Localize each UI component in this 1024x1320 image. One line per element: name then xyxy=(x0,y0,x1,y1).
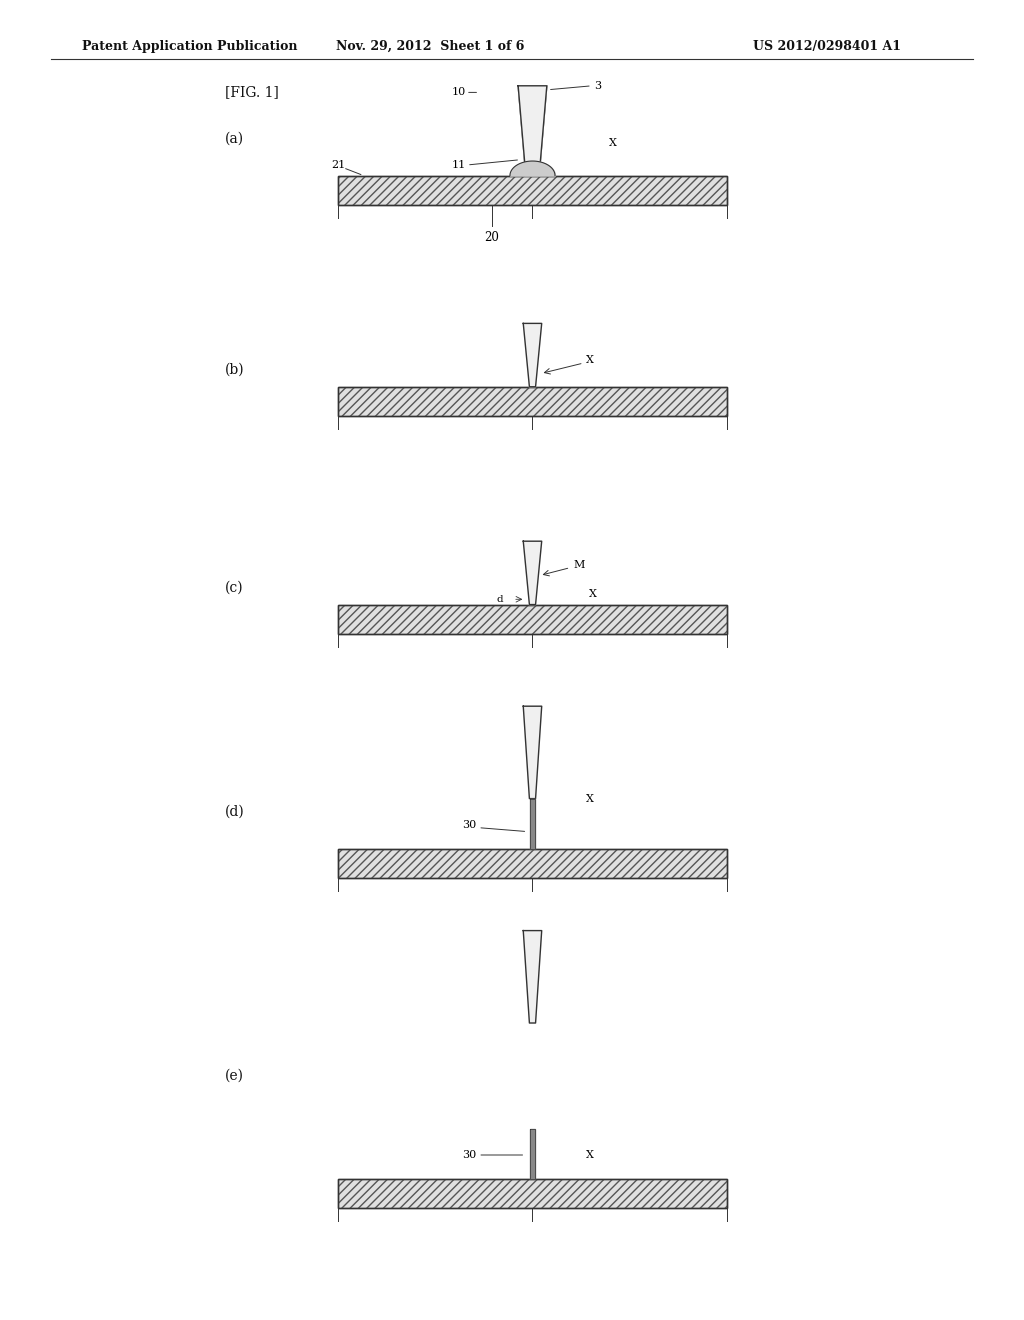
Text: Nov. 29, 2012  Sheet 1 of 6: Nov. 29, 2012 Sheet 1 of 6 xyxy=(336,40,524,53)
Polygon shape xyxy=(530,1129,535,1179)
Text: US 2012/0298401 A1: US 2012/0298401 A1 xyxy=(753,40,901,53)
Polygon shape xyxy=(523,931,542,1023)
Polygon shape xyxy=(530,799,535,849)
Bar xyxy=(338,1179,727,1208)
FancyBboxPatch shape xyxy=(338,1179,727,1208)
Text: (e): (e) xyxy=(225,1069,245,1082)
Text: 10: 10 xyxy=(452,87,466,98)
Text: X: X xyxy=(586,793,594,804)
Text: Patent Application Publication: Patent Application Publication xyxy=(82,40,297,53)
Bar xyxy=(338,849,727,878)
Text: 20: 20 xyxy=(484,231,499,244)
Text: X: X xyxy=(609,137,617,148)
Polygon shape xyxy=(518,86,547,176)
Text: M: M xyxy=(573,560,585,570)
FancyBboxPatch shape xyxy=(338,387,727,416)
Bar xyxy=(338,387,727,416)
Text: (b): (b) xyxy=(225,363,245,376)
FancyBboxPatch shape xyxy=(338,605,727,634)
Text: [FIG. 1]: [FIG. 1] xyxy=(225,86,280,99)
Text: (d): (d) xyxy=(225,805,245,818)
Text: X: X xyxy=(589,589,597,599)
Text: 30: 30 xyxy=(462,820,476,830)
Text: 21: 21 xyxy=(331,160,345,170)
Text: X: X xyxy=(586,355,594,366)
Text: (a): (a) xyxy=(225,132,245,145)
Bar xyxy=(338,849,727,878)
Bar xyxy=(338,176,727,205)
Polygon shape xyxy=(523,706,542,799)
Text: 3: 3 xyxy=(594,81,601,91)
FancyBboxPatch shape xyxy=(338,849,727,878)
Bar xyxy=(338,605,727,634)
Polygon shape xyxy=(523,323,542,387)
Text: 30: 30 xyxy=(462,1150,476,1160)
Bar xyxy=(338,605,727,634)
Text: (c): (c) xyxy=(225,581,244,594)
Bar xyxy=(338,1179,727,1208)
FancyBboxPatch shape xyxy=(338,176,727,205)
Text: d: d xyxy=(497,595,503,603)
Polygon shape xyxy=(523,541,542,605)
Bar xyxy=(338,176,727,205)
Bar xyxy=(338,387,727,416)
Text: X: X xyxy=(586,1150,594,1160)
Text: 11: 11 xyxy=(452,160,466,170)
